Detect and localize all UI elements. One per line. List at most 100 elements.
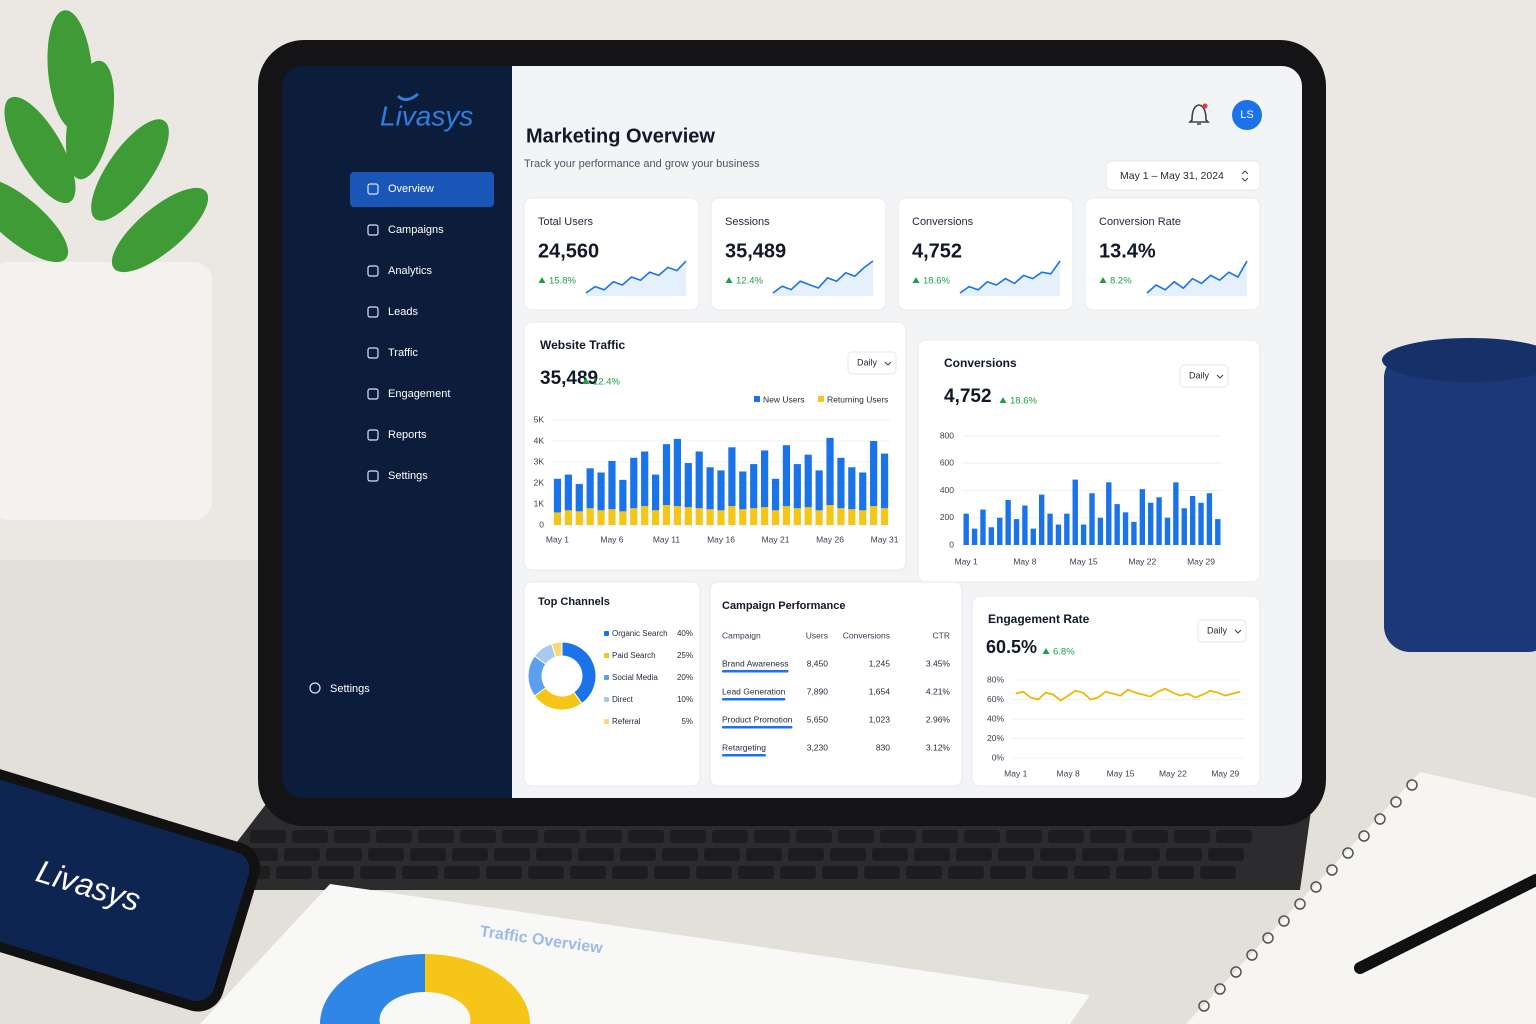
card-title: Conversions xyxy=(944,356,1017,370)
card-title: Top Channels xyxy=(538,596,610,608)
bar-segment xyxy=(793,464,801,509)
sparkline xyxy=(959,260,1061,294)
key xyxy=(864,866,900,879)
notebook-ring xyxy=(1342,847,1354,859)
nav-item[interactable]: Settings xyxy=(330,683,370,695)
nav-item[interactable]: Reports xyxy=(388,429,427,441)
sparkline xyxy=(1146,260,1248,294)
avatar[interactable] xyxy=(1232,100,1262,130)
key xyxy=(948,866,984,879)
bar-segment xyxy=(575,511,583,525)
key xyxy=(1216,830,1252,843)
plant-leaf xyxy=(0,177,69,263)
date-picker[interactable] xyxy=(1105,160,1261,191)
key xyxy=(990,866,1026,879)
up-arrow xyxy=(912,277,920,283)
key xyxy=(788,848,824,861)
nav-item[interactable]: Leads xyxy=(388,306,418,318)
bar-segment xyxy=(761,450,769,508)
mug xyxy=(1384,352,1536,652)
x-tick-label: May 1 xyxy=(955,556,978,566)
notebook-ring xyxy=(1326,864,1338,876)
bar xyxy=(1148,502,1154,545)
legend-value: 25% xyxy=(677,651,693,660)
logo-swoosh xyxy=(396,92,419,101)
bar-segment xyxy=(651,510,660,525)
nav-item[interactable]: Overview xyxy=(388,183,434,195)
period-label: Daily xyxy=(857,357,878,367)
bar xyxy=(1131,521,1137,545)
key xyxy=(292,830,328,843)
nav-item[interactable]: Analytics xyxy=(388,265,433,277)
key xyxy=(276,866,312,879)
y-tick-label: 200 xyxy=(940,512,954,522)
y-tick-label: 4K xyxy=(534,435,545,445)
nav-icon xyxy=(367,388,379,400)
x-tick-label: May 15 xyxy=(1107,768,1135,778)
nav-item[interactable]: Campaigns xyxy=(388,224,444,236)
nav-item[interactable]: Traffic xyxy=(388,347,418,359)
key xyxy=(1032,866,1068,879)
key xyxy=(1200,866,1236,879)
bar xyxy=(1206,493,1213,545)
key xyxy=(704,848,740,861)
bar-segment xyxy=(728,506,736,525)
key xyxy=(284,848,320,861)
bell-icon[interactable] xyxy=(1188,104,1210,125)
key xyxy=(838,830,874,843)
legend-value: 20% xyxy=(677,673,693,682)
bar-segment xyxy=(848,467,856,510)
y-tick-label: 5K xyxy=(534,414,545,424)
bar-segment xyxy=(859,510,867,525)
nav-item[interactable]: Engagement xyxy=(388,388,450,400)
legend-swatch xyxy=(604,719,609,724)
x-tick-label: May 29 xyxy=(1211,768,1239,778)
bar-segment xyxy=(641,506,649,525)
table-cell: 1,654 xyxy=(869,686,891,696)
name-underline xyxy=(722,670,789,673)
key xyxy=(1166,848,1202,861)
bar-segment xyxy=(630,457,638,509)
up-arrow xyxy=(725,277,733,283)
period-select[interactable] xyxy=(1179,364,1229,388)
key xyxy=(956,848,992,861)
kpi-value: 35,489 xyxy=(725,240,786,262)
x-tick-label: May 21 xyxy=(762,534,790,544)
nav-item[interactable]: Settings xyxy=(388,470,428,482)
kpi-label: Total Users xyxy=(538,216,594,228)
key xyxy=(1124,848,1160,861)
bar-segment xyxy=(706,509,714,525)
name-underline xyxy=(722,726,793,729)
notebook-ring xyxy=(1390,796,1402,808)
y-tick-label: 600 xyxy=(940,458,954,468)
bar xyxy=(1181,508,1187,545)
period-select[interactable] xyxy=(847,351,897,375)
nav-icon xyxy=(367,265,379,277)
bar xyxy=(1114,504,1120,545)
key xyxy=(964,830,1000,843)
bar-segment xyxy=(651,474,660,511)
page-subtitle: Track your performance and grow your bus… xyxy=(524,158,760,170)
chevron xyxy=(1234,629,1242,634)
legend-swatch xyxy=(604,631,609,636)
x-tick-label: May 31 xyxy=(871,534,899,544)
period-select[interactable] xyxy=(1197,619,1247,643)
notebook-ring xyxy=(1246,949,1258,961)
period-label: Daily xyxy=(1189,370,1210,380)
card-change: 6.8% xyxy=(1053,647,1075,658)
bar-segment xyxy=(739,471,747,510)
card-value: 60.5% xyxy=(986,637,1037,657)
key xyxy=(1174,830,1210,843)
bar xyxy=(1080,524,1087,545)
bar-segment xyxy=(608,460,616,510)
bar-segment xyxy=(880,453,889,509)
bar-segment xyxy=(619,479,627,512)
bar-segment xyxy=(815,470,823,511)
sparkline xyxy=(772,260,874,294)
key xyxy=(586,830,622,843)
x-tick-label: May 1 xyxy=(546,534,569,544)
notebook-ring xyxy=(1310,881,1322,893)
bar-segment xyxy=(630,508,638,525)
phone: Livasys xyxy=(0,766,260,1012)
